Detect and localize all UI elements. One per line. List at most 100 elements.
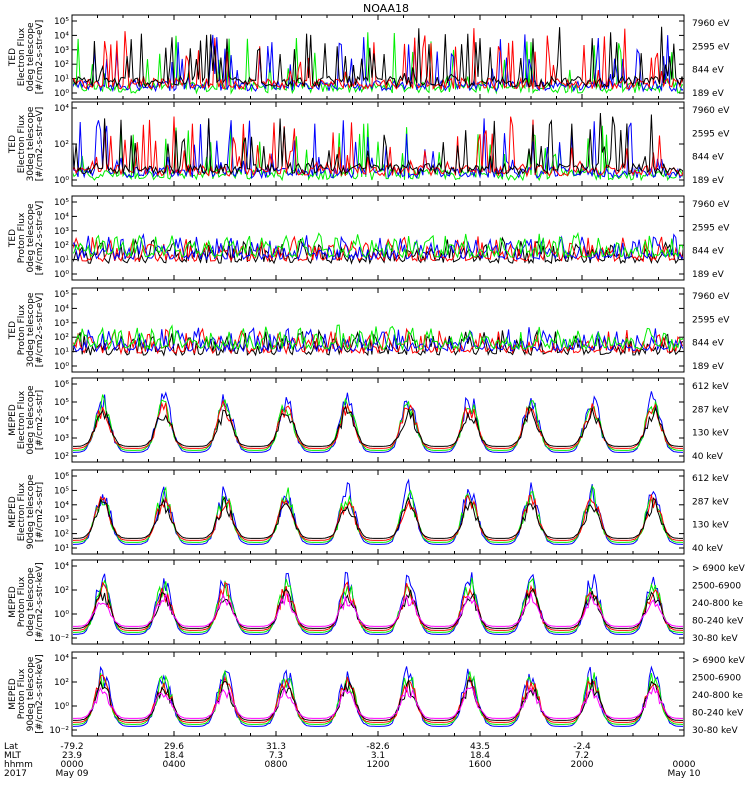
y-axis-label-line: [#/cm2-s-str-keV] <box>35 654 45 733</box>
y-tick-label: 10⁴ <box>54 31 69 41</box>
y-axis-label-line: [#/cm2-s-str-eV] <box>35 201 45 276</box>
x-tick-label-hhmm: 0400 <box>163 760 186 770</box>
legend-entry: 2595 eV <box>692 315 730 325</box>
x-tick-label-lat: 29.6 <box>164 742 184 752</box>
y-tick-label: 10⁵ <box>54 486 69 496</box>
y-axis-label: MEPEDElectron Flux0deg telescope[#/cm2-s… <box>8 385 45 455</box>
y-tick-label: 10² <box>54 60 69 70</box>
x-tick-label-mlt: 18.4 <box>164 751 184 761</box>
flux-traces <box>73 26 683 95</box>
flux-traces <box>73 231 683 265</box>
y-axis-label: TEDProton Flux0deg telescope[#/cm2-s-str… <box>8 201 45 276</box>
flux-trace <box>73 484 683 543</box>
y-tick-label: 10⁰ <box>54 702 69 712</box>
y-tick-label: 10³ <box>54 515 69 525</box>
y-tick-label: 10³ <box>54 319 69 329</box>
panel-frame <box>71 195 685 281</box>
y-axis-label-line: 30deg telescope <box>26 292 36 367</box>
y-axis-label: TEDElectron Flux30deg telescope[#/cm2-s-… <box>8 106 45 181</box>
legend-entry: 80-240 keV <box>692 617 744 627</box>
panel-8: 10⁻² 10⁰ 10² 10⁴ MEPEDProton Flux90deg teles… <box>8 651 746 737</box>
x-tick-label-hhmm: 0000 <box>673 760 696 770</box>
x-tick-label-date: May 09 <box>56 769 89 779</box>
y-tick-label: 10⁶ <box>54 472 69 482</box>
flux-trace <box>73 571 683 635</box>
y-tick-label: 10⁴ <box>54 212 69 222</box>
legend-entry: 40 keV <box>692 452 724 462</box>
y-tick-label: 10⁰ <box>54 89 69 99</box>
x-row-label: hhmm <box>4 760 33 770</box>
y-tick-label: 10² <box>54 452 69 462</box>
legend-entry: 287 keV <box>692 497 729 507</box>
panel-frame <box>71 287 685 373</box>
y-axis-label-line: TED <box>8 321 18 340</box>
y-tick-label: 10¹ <box>54 348 69 358</box>
y-axis-label: TEDProton Flux30deg telescope[#/cm2-s-st… <box>8 292 45 367</box>
y-tick-label: 10⁴ <box>54 304 69 314</box>
y-tick-label: 10⁵ <box>54 17 69 27</box>
legend-entry: 40 keV <box>692 544 724 554</box>
flux-trace <box>73 327 683 356</box>
y-axis-label-line: Electron Flux <box>17 114 27 173</box>
y-axis-label-line: 90deg telescope <box>26 474 36 549</box>
flux-traces <box>73 324 683 357</box>
y-tick-label: 10⁰ <box>54 362 69 372</box>
y-axis-label-line: 0deg telescope <box>26 22 36 92</box>
y-tick-label: 10⁴ <box>54 104 69 114</box>
panel-frame <box>71 469 685 555</box>
y-tick-label: 10² <box>54 140 69 150</box>
y-axis-label-line: MEPED <box>8 586 18 618</box>
flux-trace <box>73 587 683 629</box>
flux-trace <box>73 405 683 447</box>
y-axis-label-line: MEPED <box>8 678 18 710</box>
x-row-label: MLT <box>4 751 22 761</box>
panel-6: 10¹ 10² 10³ 10⁴ 10⁵ 10⁶ MEPEDElectron Flux90de… <box>8 469 729 555</box>
x-tick-label-mlt: 18.4 <box>470 751 490 761</box>
x-tick-label-hhmm: 1600 <box>469 760 492 770</box>
y-axis-label-line: 0deg telescope <box>26 203 36 273</box>
y-tick-label: 10² <box>54 678 69 688</box>
x-tick-label-mlt: 23.9 <box>62 751 82 761</box>
legend-entry: 2595 eV <box>692 129 730 139</box>
y-axis-label-line: Proton Flux <box>17 304 27 355</box>
flux-trace <box>73 324 683 351</box>
legend-entry: 7960 eV <box>692 200 730 210</box>
y-axis-label-line: 0deg telescope <box>26 385 36 455</box>
flux-traces <box>73 478 683 545</box>
y-axis-label-line: MEPED <box>8 404 18 436</box>
legend-entry: 130 keV <box>692 521 729 531</box>
y-axis-label-line: Electron Flux <box>17 482 27 541</box>
y-axis-label-line: Electron Flux <box>17 27 27 86</box>
flux-trace <box>73 494 683 541</box>
legend-entry: 30-80 keV <box>692 726 738 736</box>
y-tick-label: 10⁻² <box>49 726 69 736</box>
y-axis-label-line: Proton Flux <box>17 668 27 719</box>
y-tick-label: 10⁴ <box>54 562 69 572</box>
y-tick-label: 10³ <box>54 46 69 56</box>
panel-2: 10⁰ 10² 10⁴ TEDElectron Flux30deg telescope… <box>8 101 730 187</box>
legend-entry: 2595 eV <box>692 223 730 233</box>
legend-entry: 2500-6900 <box>692 582 741 592</box>
y-axis-label-line: [#/cm2-s-str] <box>35 390 45 450</box>
y-axis-label-line: [#/cm2-s-str] <box>35 482 45 542</box>
y-tick-label: 10⁴ <box>54 416 69 426</box>
x-tick-label-hhmm: 2000 <box>571 760 594 770</box>
legend-entry: 844 eV <box>692 247 725 257</box>
legend-entry: 240-800 ke <box>692 691 743 701</box>
legend-entry: 189 eV <box>692 362 725 372</box>
flux-trace <box>73 391 683 453</box>
x-tick-label-hhmm: 0000 <box>61 760 84 770</box>
y-axis-label-line: TED <box>8 229 18 248</box>
y-axis-label: MEPEDProton Flux0deg telescope[#/cm2-s-s… <box>8 562 45 641</box>
x-row-label: 2017 <box>4 769 27 779</box>
y-axis-label-line: [#/cm2-s-str-eV] <box>35 107 45 182</box>
legend-entry: 844 eV <box>692 66 725 76</box>
flux-trace <box>73 592 683 627</box>
legend-entry: 189 eV <box>692 176 725 186</box>
legend-entry: 189 eV <box>692 270 725 280</box>
flux-trace <box>73 394 683 451</box>
y-axis-label-line: 30deg telescope <box>26 106 36 181</box>
x-tick-label-date: May 10 <box>668 769 701 779</box>
